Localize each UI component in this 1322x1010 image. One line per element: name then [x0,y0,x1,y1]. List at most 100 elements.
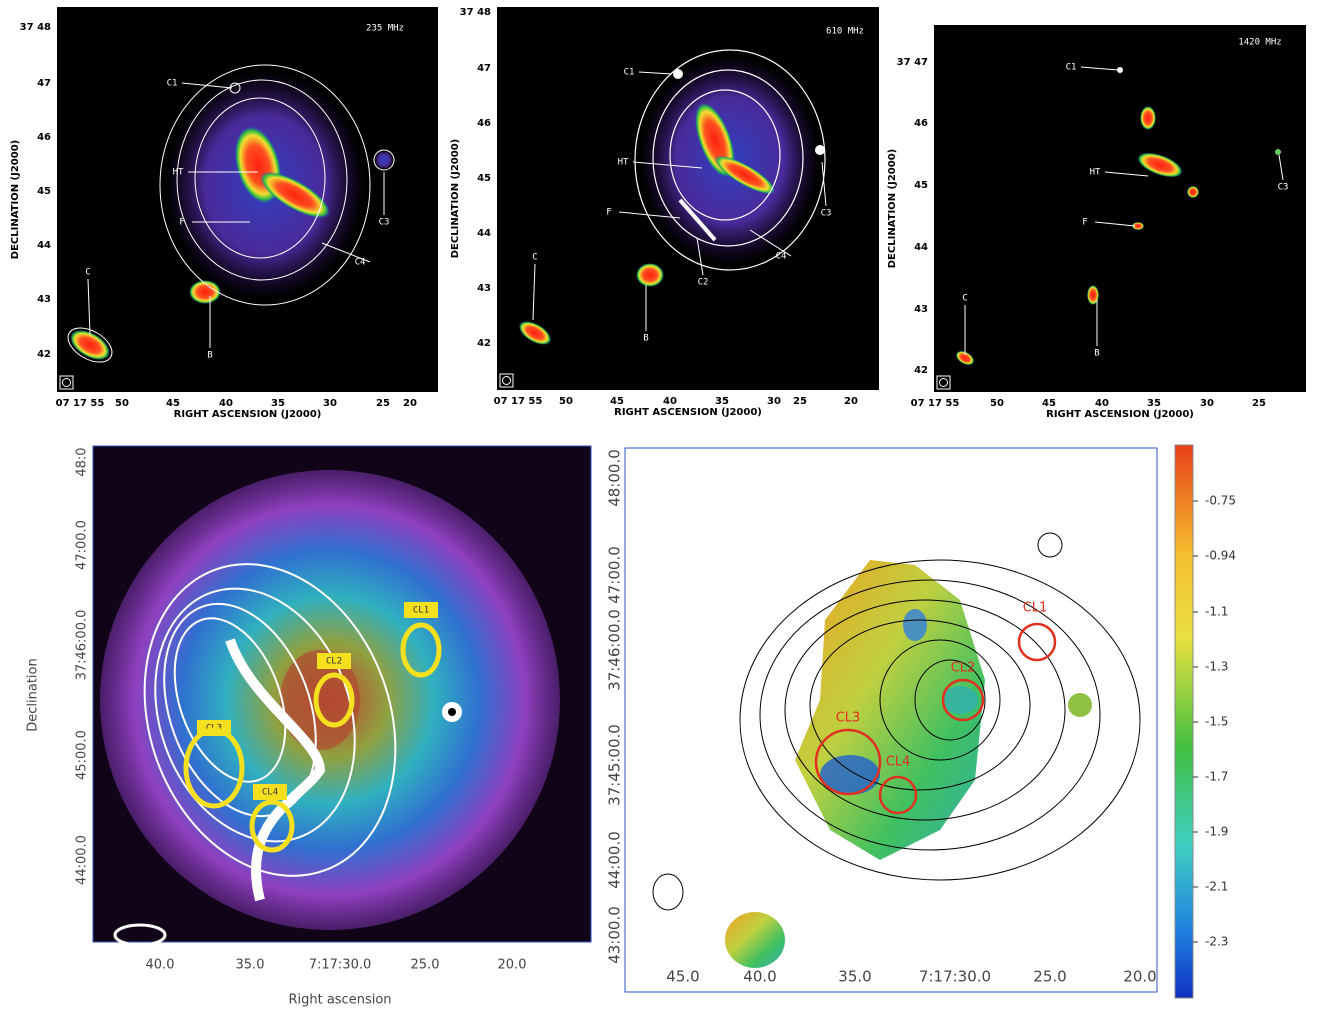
source-label: C [85,268,90,278]
contour [673,69,683,79]
frequency-label: 1420 MHz [1238,38,1281,48]
map-image [934,25,1306,392]
y-tick-label: 47:00.0 [606,546,624,604]
x-tick-label: 50 [990,398,1004,409]
x-tick-label: 20.0 [498,958,527,973]
source-label: C [962,294,967,304]
x-tick-label: 7:17:30.0 [919,968,991,986]
region-label: CL4 [262,788,278,798]
source-label: C2 [698,278,709,288]
source-label: HT [1090,168,1101,178]
colorbar-tick-label: -0.94 [1205,549,1236,563]
source-label: F [1082,218,1087,228]
core-emission [1140,106,1156,130]
x-axis-label: Right ascension [288,993,391,1008]
x-tick-label: 45 [1042,398,1056,409]
source-b [636,263,664,287]
source-label: B [643,334,648,344]
x-tick-label: 40 [1095,398,1109,409]
y-tick-label: 37:45:00.0 [606,724,624,806]
source-label: C1 [624,68,635,78]
y-tick-label: 46 [37,132,51,143]
x-tick-label: 25.0 [411,958,440,973]
y-tick-label: 46 [477,118,491,129]
x-tick-label: 45 [166,398,180,409]
source-label: B [1094,349,1099,359]
y-tick-label: 37 48 [20,22,51,33]
y-tick-label: 37:46:00.0 [75,610,90,681]
figure: 235 MHzC1HTFCBC3C407 17 5550454035302520… [0,0,1322,1010]
x-tick-label: 20 [403,398,417,409]
x-tick-label: 35 [715,396,729,407]
source-label: F [606,208,611,218]
source-label: HT [618,158,629,168]
region-label: CL1 [1023,601,1048,616]
colorbar-tick-label: -2.3 [1205,935,1228,949]
x-tick-label: 40.0 [743,968,776,986]
region-label: CL1 [413,606,429,616]
y-tick-label: 43 [477,283,491,294]
source-label: C1 [167,79,178,89]
source [1187,186,1199,198]
radio-source [448,708,456,716]
steep-spectrum [942,686,978,714]
x-tick-label: 07 17 55 [911,398,960,409]
x-tick-label: 25 [1252,398,1266,409]
y-tick-label: 44 [37,240,51,251]
source-label: C3 [821,209,832,219]
y-tick-label: 48:0 [75,447,90,476]
colorbar-tick-label: -1.7 [1205,770,1228,784]
x-tick-label: 40.0 [146,958,175,973]
x-axis-label: RIGHT ASCENSION (J2000) [174,409,322,420]
spectral-patch [1068,693,1092,717]
x-tick-label: 45 [610,396,624,407]
y-tick-label: 44:00.0 [606,831,624,889]
colorbar-tick-label: -1.9 [1205,825,1228,839]
source-label: B [207,351,212,361]
x-tick-label: 30 [767,396,781,407]
y-tick-label: 46 [914,118,928,129]
y-tick-label: 48:00.0 [606,449,624,507]
x-tick-label: 20.0 [1123,968,1156,986]
x-tick-label: 35.0 [838,968,871,986]
colorbar-tick-label: -2.1 [1205,880,1228,894]
y-tick-label: 44 [914,242,928,253]
x-tick-label: 20 [844,396,858,407]
y-axis-label: DECLINATION (J2000) [450,139,461,258]
contour [815,145,825,155]
y-tick-label: 42 [914,365,928,376]
source-label: C3 [379,218,390,228]
steep-spectrum [903,609,927,641]
source-label: C [532,253,537,263]
source-label: C1 [1066,63,1077,73]
y-tick-label: 45 [914,180,928,191]
source-label: C3 [1278,183,1289,193]
x-axis-label: RIGHT ASCENSION (J2000) [1046,409,1194,420]
y-axis-label: Declination [26,658,41,732]
x-tick-label: 07 17 55 [56,398,105,409]
x-tick-label: 25.0 [1033,968,1066,986]
x-tick-label: 35.0 [236,958,265,973]
frequency-label: 235 MHz [366,24,404,34]
x-tick-label: 25 [793,396,807,407]
y-tick-label: 45:00.0 [75,730,90,780]
x-tick-label: 07 17 55 [494,396,543,407]
x-tick-label: 40 [219,398,233,409]
y-tick-label: 37:46:00.0 [606,609,624,691]
colorbar-tick-label: -1.3 [1205,660,1228,674]
colorbar-tick-label: -1.5 [1205,715,1228,729]
x-tick-label: 35 [271,398,285,409]
y-tick-label: 37 47 [897,57,928,68]
y-tick-label: 43 [914,304,928,315]
x-tick-label: 30 [1200,398,1214,409]
source-label: F [179,218,184,228]
colorbar-tick-label: -1.1 [1205,605,1228,619]
x-axis-label: RIGHT ASCENSION (J2000) [614,407,762,418]
x-tick-label: 25 [376,398,390,409]
x-tick-label: 35 [1147,398,1161,409]
spectral-patch [725,912,785,968]
region-label: CL2 [326,657,342,667]
y-tick-label: 45 [37,186,51,197]
colorbar [1175,445,1193,998]
y-tick-label: 37 48 [460,7,491,18]
